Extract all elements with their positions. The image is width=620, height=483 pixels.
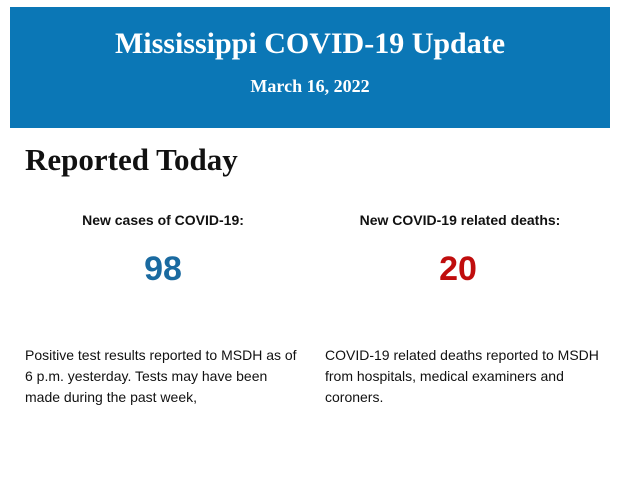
stat-value: 20 [439,250,477,288]
stat-value: 98 [144,250,182,288]
page-title: Mississippi COVID-19 Update [114,27,506,60]
update-date: March 16, 2022 [250,76,370,96]
header-banner: Mississippi COVID-19 Update March 16, 20… [10,7,610,128]
stat-label: New COVID-19 related deaths: [359,212,561,228]
section-heading: Reported Today [25,142,238,177]
stat-description: Positive test results reported to MSDH a… [25,347,297,405]
stat-label: New cases of COVID-19: [82,212,244,228]
stat-description: COVID-19 related deaths reported to MSDH… [325,347,599,405]
